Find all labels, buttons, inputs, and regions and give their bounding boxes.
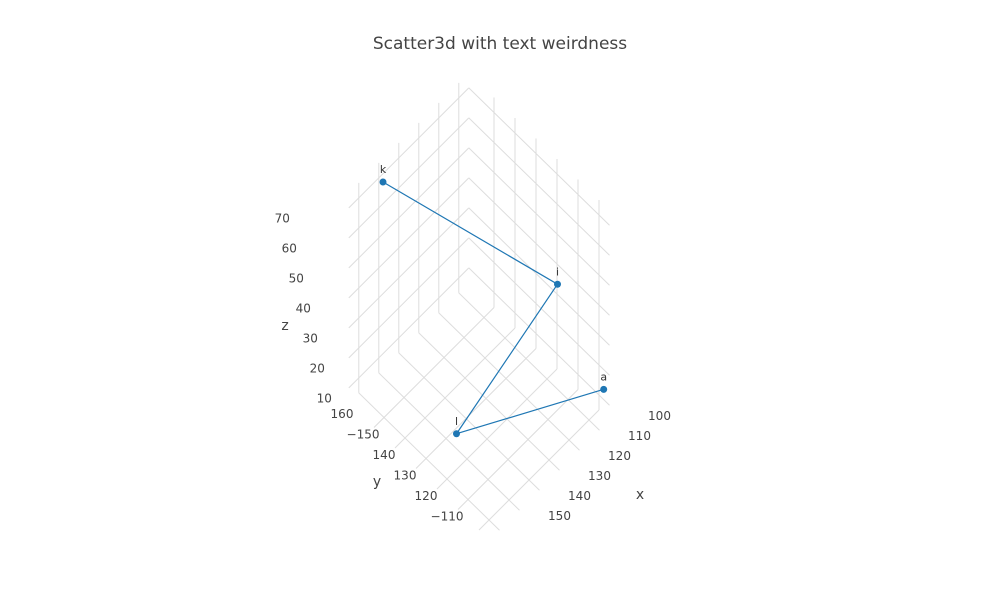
data-point <box>554 280 561 288</box>
grid-line <box>348 177 470 299</box>
y-tick-label: 160 <box>331 407 354 421</box>
y-tick-label: 120 <box>415 489 438 503</box>
point-label: i <box>556 265 559 278</box>
grid-line <box>468 87 610 226</box>
x-tick-label: 100 <box>648 409 671 423</box>
chart-title: Scatter3d with text weirdness <box>373 34 627 54</box>
grid-line <box>348 237 470 359</box>
x-axis-title: x <box>636 487 644 503</box>
z-tick-label: 20 <box>310 361 325 375</box>
point-label: a <box>600 370 607 383</box>
z-axis-title: z <box>281 318 288 334</box>
grid-line <box>468 177 610 316</box>
point-label: l <box>455 415 458 428</box>
x-tick-label: 150 <box>548 509 571 523</box>
x-tick-label: 140 <box>568 489 591 503</box>
y-tick-label: 130 <box>394 469 417 483</box>
grid-line <box>478 409 600 531</box>
grid-line <box>438 312 580 451</box>
grid-line <box>348 147 470 269</box>
z-tick-label: 40 <box>296 301 311 315</box>
grid-line <box>468 147 610 286</box>
grid-line <box>468 237 610 376</box>
grid-line <box>348 117 470 239</box>
grid-line <box>418 332 560 471</box>
grid-line <box>436 368 558 490</box>
z-tick-label: 30 <box>303 331 318 345</box>
y-axis-title: y <box>373 474 381 490</box>
data-line <box>382 181 604 435</box>
grid-line <box>468 207 610 346</box>
grid-line <box>394 327 516 449</box>
y-tick-label: 140 <box>373 448 396 462</box>
point-label: k <box>380 163 387 176</box>
x-tick-label: 120 <box>608 449 631 463</box>
grid-line <box>373 307 495 428</box>
grid-line <box>468 267 610 406</box>
grid-line <box>468 117 610 256</box>
grid-line <box>348 267 470 389</box>
data-point <box>453 430 460 438</box>
grid-line <box>457 389 579 510</box>
grid-line <box>348 87 470 209</box>
z-tick-label: 60 <box>282 241 297 255</box>
y-tick-label: −150 <box>347 428 380 442</box>
z-tick-label: 50 <box>289 271 304 285</box>
grid-line <box>415 348 537 469</box>
data-point <box>379 178 387 186</box>
grid-line <box>348 207 470 329</box>
grid-line <box>358 392 500 531</box>
grid-line <box>458 292 600 431</box>
z-tick-label: 70 <box>275 211 290 225</box>
z-tick-label: 10 <box>317 391 332 405</box>
x-tick-label: 130 <box>588 469 611 483</box>
x-tick-label: 110 <box>628 429 651 443</box>
grid-line <box>398 352 540 491</box>
data-point <box>600 385 608 393</box>
grid-line <box>378 372 520 511</box>
y-tick-label: −110 <box>431 510 464 524</box>
